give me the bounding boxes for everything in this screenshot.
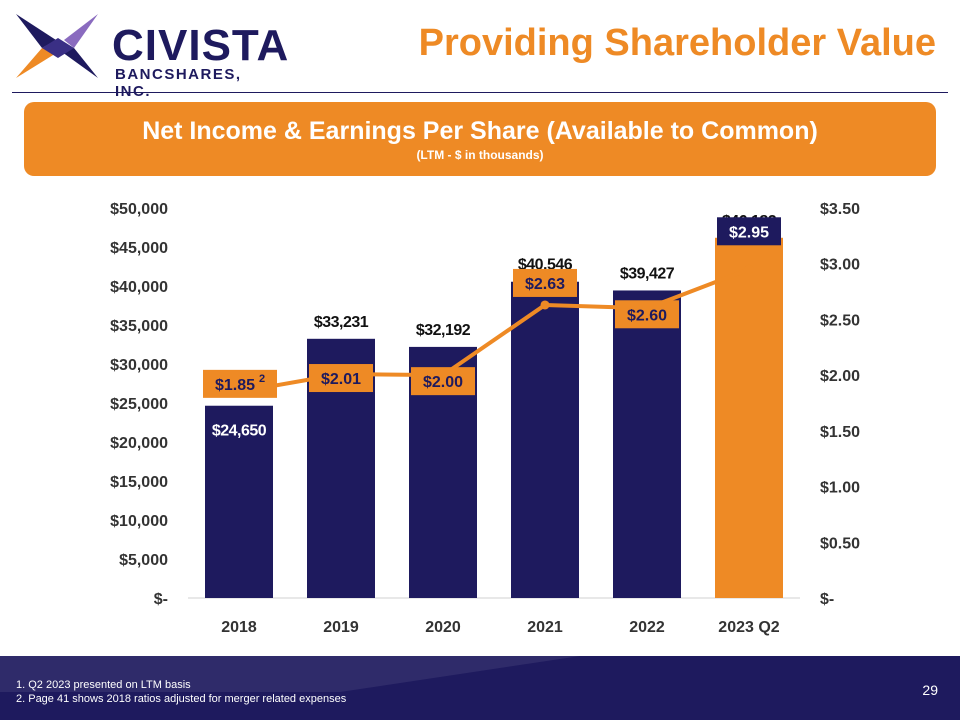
bar-value-label: $24,650 <box>212 423 267 440</box>
civista-mark-icon <box>16 14 98 78</box>
y-right-tick-label: $3.50 <box>820 201 860 218</box>
eps-superscript: 2 <box>259 373 265 385</box>
eps-point-2023 Q2 <box>744 264 754 274</box>
footnote-2: 2. Page 41 shows 2018 ratios adjusted fo… <box>16 693 347 705</box>
eps-label-box <box>615 300 679 329</box>
eps-value-label: $2.60 <box>627 307 667 324</box>
eps-value-label: $2.95 <box>729 224 769 241</box>
footnotes: 1. Q2 2023 presented on LTM basis 2. Pag… <box>16 678 346 706</box>
bar-2022 <box>613 290 681 598</box>
y-left-tick-label: $45,000 <box>110 240 168 257</box>
chart-subtitle: (LTM - $ in thousands) <box>416 148 544 162</box>
page-number: 29 <box>922 682 938 698</box>
eps-label-box <box>203 369 277 398</box>
bar-value-label: $33,231 <box>314 314 369 331</box>
bar-2018 <box>205 405 273 598</box>
company-logo: CIVISTA BANCSHARES, INC. <box>12 10 288 100</box>
eps-label-box <box>717 217 781 246</box>
y-right-tick-label: $1.00 <box>820 480 860 497</box>
y-right-tick-label: $2.00 <box>820 368 860 385</box>
footer-band <box>0 656 960 720</box>
y-right-tick-label: $3.00 <box>820 257 860 274</box>
footnote-1: 1. Q2 2023 presented on LTM basis <box>16 679 191 691</box>
x-tick-label: 2020 <box>425 619 461 636</box>
y-left-tick-label: $40,000 <box>110 279 168 296</box>
y-left-tick-label: $5,000 <box>119 552 168 569</box>
y-right-tick-label: $0.50 <box>820 535 860 552</box>
y-left-tick-label: $10,000 <box>110 513 168 530</box>
y-right-tick-label: $2.50 <box>820 312 860 329</box>
chart-title-banner: Net Income & Earnings Per Share (Availab… <box>24 102 936 176</box>
bar-value-label: $39,427 <box>620 265 675 282</box>
eps-label-box <box>513 268 577 297</box>
eps-point-2021 <box>540 300 550 310</box>
y-left-tick-label: $20,000 <box>110 435 168 452</box>
y-left-tick-label: $35,000 <box>110 318 168 335</box>
y-left-tick-label: $15,000 <box>110 474 168 491</box>
eps-value-label: $1.85 <box>215 377 255 394</box>
brand-subtitle: BANCSHARES, INC. <box>115 66 242 100</box>
x-tick-label: 2021 <box>527 619 563 636</box>
brand-name: CIVISTA <box>112 21 290 70</box>
y-left-tick-label: $30,000 <box>110 357 168 374</box>
eps-value-label: $2.01 <box>321 371 361 388</box>
x-tick-label: 2022 <box>629 619 665 636</box>
x-tick-label: 2018 <box>221 619 257 636</box>
eps-label-box <box>309 364 373 393</box>
chart-title: Net Income & Earnings Per Share (Availab… <box>142 117 818 145</box>
eps-label-box <box>411 367 475 396</box>
y-left-tick-label: $- <box>154 591 168 608</box>
y-right-tick-label: $- <box>820 591 834 608</box>
y-right-tick-label: $1.50 <box>820 424 860 441</box>
bar-2021 <box>511 281 579 598</box>
eps-value-label: $2.63 <box>525 276 565 293</box>
page-title: Providing Shareholder Value <box>418 22 936 64</box>
y-left-tick-label: $50,000 <box>110 201 168 218</box>
y-left-tick-label: $25,000 <box>110 396 168 413</box>
eps-value-label: $2.00 <box>423 374 463 391</box>
x-tick-label: 2023 Q2 <box>718 619 779 636</box>
header-divider <box>12 92 948 93</box>
x-tick-label: 2019 <box>323 619 359 636</box>
bar-value-label: $32,192 <box>416 322 471 339</box>
bar-2023 Q2 <box>715 237 783 598</box>
